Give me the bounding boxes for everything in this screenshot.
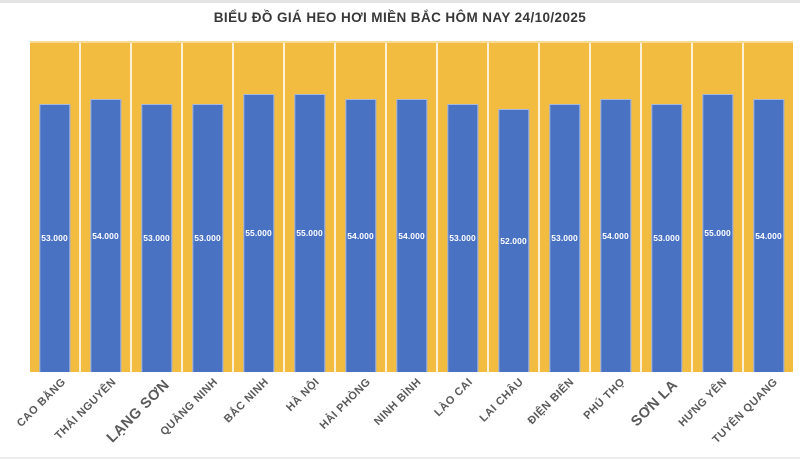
bar-lang-son: 53.000 (140, 103, 173, 372)
x-axis-label-dien-bien: ĐIỆN BIÊN (525, 376, 577, 428)
bar-phu-tho: 54.000 (599, 98, 632, 372)
category-column-phu-tho: 54.000 (591, 43, 642, 372)
x-axis-label-lai-chau: LAI CHÂU (477, 376, 526, 425)
bar-lai-chau: 52.000 (497, 108, 530, 372)
x-axis-label-quang-ninh: QUẢNG NINH (158, 376, 221, 439)
bar-son-la: 53.000 (650, 103, 683, 372)
bar-tuyen-quang: 54.000 (752, 98, 785, 372)
x-axis-label-tuyen-quang: TUYÊN QUANG (710, 376, 781, 446)
bar-quang-ninh: 53.000 (191, 103, 224, 372)
bar-value-label: 53.000 (449, 233, 476, 244)
x-axis-label-lang-son: LẠNG SƠN (103, 377, 173, 447)
x-axis-label-son-la: SƠN LA (628, 377, 682, 430)
category-column-bac-ninh: 55.000 (234, 43, 285, 372)
category-column-thai-nguyen: 54.000 (81, 43, 132, 372)
bar-cao-bang: 53.000 (38, 103, 71, 372)
chart-title: BIỂU ĐỒ GIÁ HEO HƠI MIỀN BẮC HÔM NAY 24/… (213, 10, 587, 25)
category-column-quang-ninh: 53.000 (183, 43, 234, 372)
category-column-tuyen-quang: 54.000 (744, 43, 793, 372)
category-column-hung-yen: 55.000 (693, 43, 744, 372)
bar-bac-ninh: 55.000 (242, 93, 275, 372)
bar-value-label: 54.000 (755, 230, 782, 241)
bar-thai-nguyen: 54.000 (89, 98, 122, 372)
bar-value-label: 53.000 (653, 233, 680, 244)
category-column-son-la: 53.000 (642, 43, 693, 372)
bar-value-label: 55.000 (704, 228, 731, 239)
x-axis-label-thai-nguyen: THÁI NGUYÊN (52, 376, 119, 442)
x-axis-label-hai-phong: HẢI PHÒNG (317, 376, 374, 432)
bar-value-label: 53.000 (143, 233, 170, 244)
category-column-ha-noi: 55.000 (285, 43, 336, 372)
bar-ninh-binh: 54.000 (395, 98, 428, 372)
category-column-lang-son: 53.000 (132, 43, 183, 372)
x-axis-label-bac-ninh: BẮC NINH (222, 376, 272, 426)
bar-value-label: 54.000 (398, 230, 425, 241)
category-column-lao-cai: 53.000 (438, 43, 489, 372)
bar-value-label: 53.000 (551, 233, 578, 244)
bar-value-label: 54.000 (602, 230, 629, 241)
category-column-hai-phong: 54.000 (336, 43, 387, 372)
x-axis-label-ha-noi: HÀ NỘI (284, 376, 323, 414)
x-axis-label-cao-bang: CAO BẰNG (14, 376, 68, 430)
bar-value-label: 55.000 (296, 228, 323, 239)
bar-value-label: 52.000 (500, 235, 527, 246)
category-column-lai-chau: 52.000 (489, 43, 540, 372)
bar-value-label: 54.000 (347, 230, 374, 241)
category-column-cao-bang: 53.000 (30, 43, 81, 372)
bar-ha-noi: 55.000 (293, 93, 326, 372)
bar-value-label: 53.000 (194, 233, 221, 244)
bar-hai-phong: 54.000 (344, 98, 377, 372)
bar-value-label: 55.000 (245, 228, 272, 239)
bar-hung-yen: 55.000 (701, 93, 734, 372)
bar-dien-bien: 53.000 (548, 103, 581, 372)
bar-lao-cai: 53.000 (446, 103, 479, 372)
x-axis-label-ninh-binh: NINH BÌNH (372, 376, 424, 428)
bar-value-label: 53.000 (41, 233, 68, 244)
bar-value-label: 54.000 (92, 230, 119, 241)
category-column-ninh-binh: 54.000 (387, 43, 438, 372)
plot-area: 53.000 54.000 53.000 53.000 55.000 55.000 54.0… (30, 41, 793, 372)
category-column-dien-bien: 53.000 (540, 43, 591, 372)
x-axis-label-phu-tho: PHÚ THỌ (581, 376, 628, 422)
x-axis-label-hung-yen: HƯNG YÊN (676, 376, 730, 430)
x-axis-label-lao-cai: LÀO CAI (431, 376, 475, 419)
